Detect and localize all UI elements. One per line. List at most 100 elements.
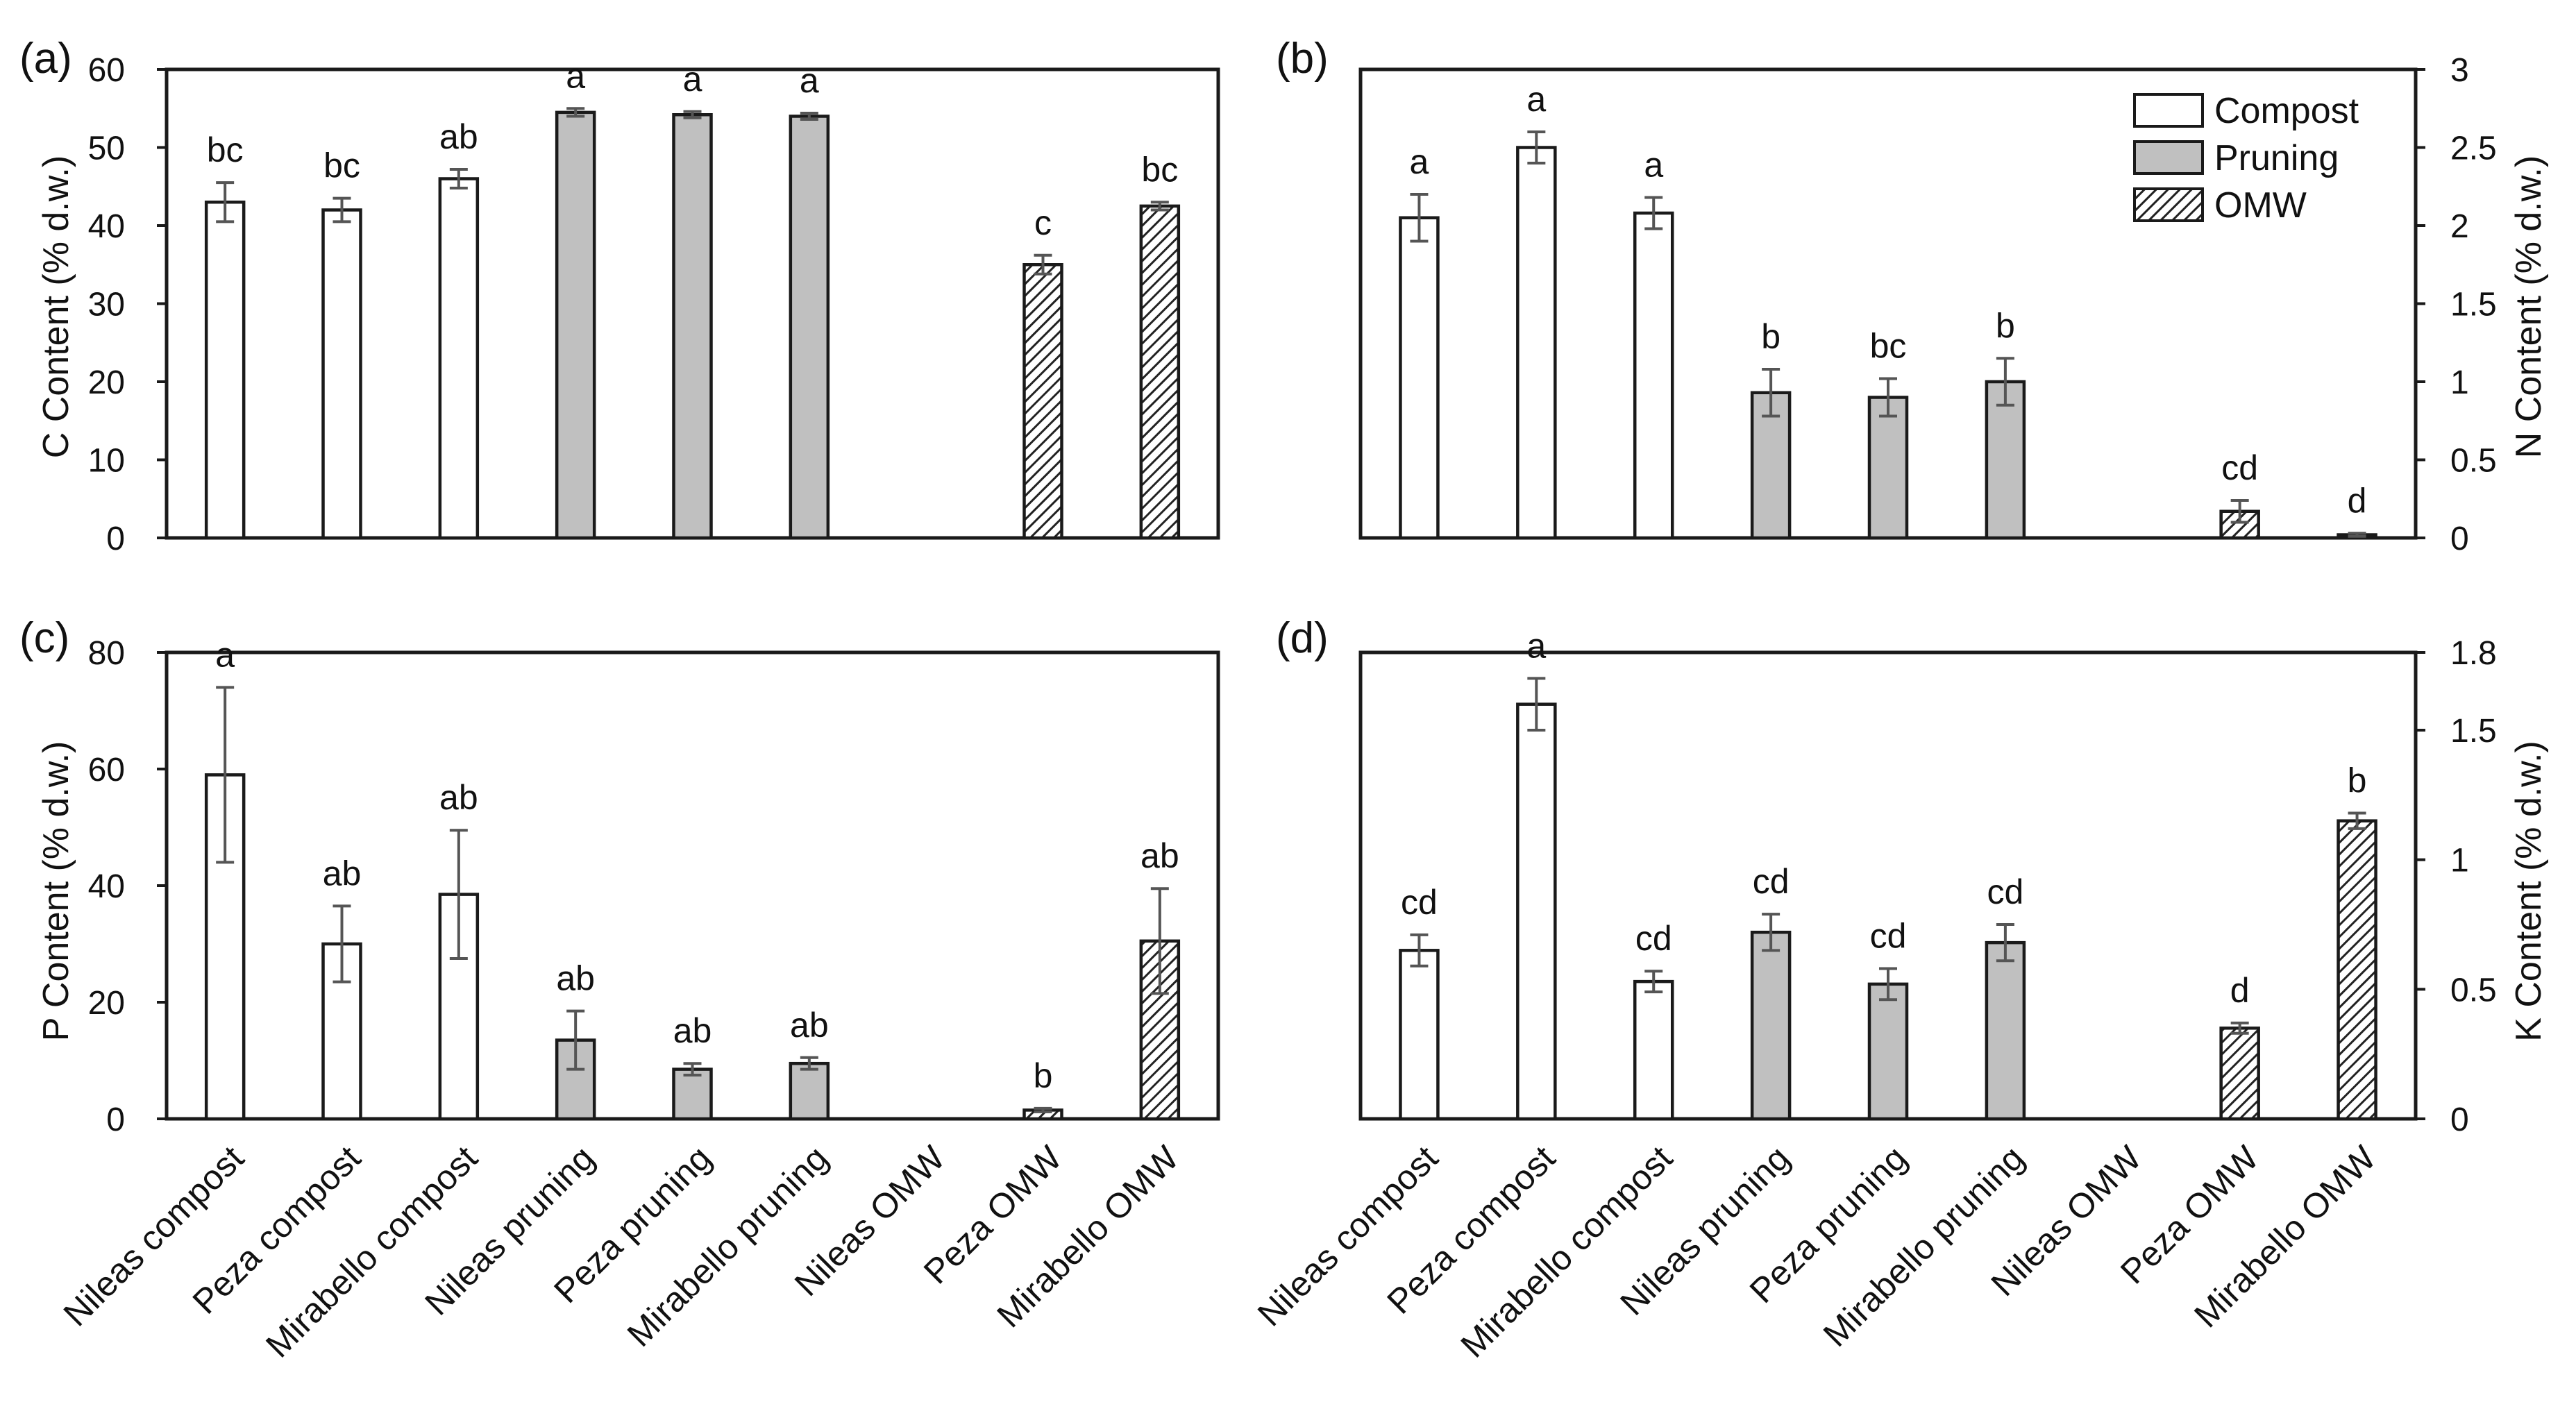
panel-d-ytick-label: 0 (2450, 1101, 2469, 1138)
panel-a-error-bar-nileas-pruning (566, 107, 585, 118)
panel-d-xtick-label-mirabello-pruning: Mirabello pruning (1816, 1138, 2032, 1354)
panel-a-bar-peza-omw (1022, 263, 1063, 540)
panel-a-error-bar-mirabello-omw (1150, 201, 1169, 212)
panel-b-significance-letter-mirabello-compost: a (1644, 146, 1663, 185)
panel-d-significance-letter-mirabello-pruning: cd (1987, 872, 2023, 911)
legend-swatch-compost (2133, 93, 2204, 128)
panel-a-bar-mirabello-omw (1139, 204, 1181, 540)
panel-d-error-bar-peza-compost (1527, 677, 1546, 732)
panel-a-significance-letter-mirabello-compost: ab (439, 117, 478, 156)
panel-d-significance-letter-mirabello-omw: b (2348, 761, 2367, 800)
panel-a-y-axis-title: C Content (% d.w.) (36, 155, 76, 458)
panel-c-bar-peza-compost (321, 942, 362, 1121)
legend-label-pruning: Pruning (2214, 138, 2339, 178)
panel-c-error-bar-nileas-pruning (566, 1009, 585, 1071)
panel-d-bar-mirabello-omw (2337, 819, 2377, 1121)
panel-c-ytick-label: 0 (106, 1101, 125, 1138)
panel-d-xtick-label-mirabello-compost: Mirabello compost (1454, 1138, 1681, 1365)
panel-d-bar-nileas-compost (1399, 949, 1440, 1121)
panel-d-significance-letter-peza-omw: d (2230, 971, 2250, 1010)
panel-a-significance-letter-mirabello-omw: bc (1141, 150, 1178, 189)
panel-a-significance-letter-mirabello-pruning: a (800, 61, 819, 100)
panel-d-error-bar-peza-omw (2230, 1021, 2249, 1035)
panel-b-chart: (b) N Content (% d.w.) 0 0.5 1 1.5 2 2.5 3 a a a b… (1276, 35, 2549, 557)
panel-c-error-bar-peza-compost (332, 904, 351, 983)
panel-d-chart: (d) K Content (% d.w.) 00.511.51.8cdNile… (1250, 614, 2549, 1365)
panel-a-chart: (a) C Content (% d.w.) 0 10 20 30 40 50 60 bc bc… (19, 35, 1220, 557)
panel-c-error-bar-nileas-compost (216, 686, 235, 864)
panel-c-significance-letter-mirabello-compost: ab (439, 778, 478, 817)
legend: Compost Pruning OMW (2133, 91, 2359, 226)
panel-a-bar-nileas-pruning (555, 110, 596, 540)
panel-d-ytick-label: 1.8 (2450, 635, 2497, 672)
panel-a-significance-letter-peza-pruning: a (683, 60, 702, 99)
panel-d-bar-peza-compost (1516, 702, 1557, 1121)
panel-c-significance-letter-nileas-compost: a (215, 635, 235, 674)
panel-b-ytick-label: 3 (2450, 52, 2469, 89)
panel-a-ytick-label: 40 (88, 208, 125, 245)
panel-b-significance-letter-nileas-compost: a (1410, 142, 1429, 181)
panel-b-error-bar-mirabello-compost (1644, 196, 1663, 230)
panel-c-ytick-label: 60 (88, 752, 125, 788)
panel-c-y-axis-title: P Content (% d.w.) (36, 741, 76, 1042)
panel-a-ytick-label: 60 (88, 52, 125, 89)
panel-c-error-bar-mirabello-omw (1150, 887, 1169, 995)
panel-d-error-bar-mirabello-compost (1644, 970, 1663, 994)
panel-b-error-bar-peza-compost (1527, 130, 1546, 164)
panel-c-significance-letter-peza-pruning: ab (673, 1011, 712, 1050)
panel-a-ytick-label: 0 (106, 521, 125, 557)
panel-c-significance-letter-mirabello-pruning: ab (790, 1006, 829, 1045)
panel-b-ytick-label: 1.5 (2450, 287, 2497, 323)
panel-c-bar-peza-pruning (672, 1067, 713, 1121)
legend-label-compost: Compost (2214, 91, 2359, 131)
panel-a-significance-letter-peza-omw: c (1034, 203, 1052, 242)
panel-c-bar-mirabello-pruning (789, 1061, 830, 1121)
panel-d-bar-mirabello-pruning (1985, 940, 2026, 1121)
panel-a-label: (a) (19, 35, 72, 83)
panel-b-significance-letter-peza-pruning: bc (1870, 327, 1907, 366)
panel-b-ytick-label: 2 (2450, 208, 2469, 245)
panel-b-bar-peza-compost (1516, 146, 1557, 540)
panel-d-significance-letter-nileas-compost: cd (1401, 883, 1438, 922)
panel-c-error-bar-peza-pruning (683, 1062, 702, 1076)
panel-c-ytick-label: 20 (88, 985, 125, 1022)
panel-c-significance-letter-nileas-pruning: ab (556, 959, 595, 998)
panel-c-error-bar-peza-omw (1034, 1106, 1052, 1113)
panel-b-ytick-label: 2.5 (2450, 130, 2497, 167)
panel-b-bar-nileas-compost (1399, 216, 1440, 540)
panel-b-error-bar-nileas-compost (1410, 193, 1429, 243)
panel-c-xtick-label-mirabello-compost: Mirabello compost (258, 1138, 485, 1365)
panel-b-error-bar-mirabello-pruning (1996, 357, 2014, 407)
panel-b-y-axis-title: N Content (% d.w.) (2509, 155, 2549, 458)
panel-d-bar-peza-pruning (1867, 982, 1909, 1121)
panel-d-significance-letter-peza-pruning: cd (1870, 916, 1907, 955)
panel-b-error-bar-peza-pruning (1879, 377, 1897, 418)
panel-a-error-bar-peza-compost (332, 196, 351, 223)
panel-d-error-bar-mirabello-pruning (1996, 923, 2014, 963)
panel-b-ytick-label: 1 (2450, 364, 2469, 401)
panel-b-ytick-label: 0.5 (2450, 443, 2497, 480)
panel-a-ytick-label: 20 (88, 364, 125, 401)
panel-c-error-bar-mirabello-compost (449, 829, 468, 960)
panel-a-error-bar-peza-pruning (683, 110, 702, 119)
panel-d-significance-letter-mirabello-compost: cd (1635, 919, 1672, 958)
panel-a-ytick-label: 10 (88, 443, 125, 480)
panel-b-significance-letter-mirabello-omw: d (2348, 481, 2367, 520)
panel-a-bar-peza-compost (321, 208, 362, 540)
panel-a-error-bar-mirabello-compost (449, 168, 468, 189)
panel-b-error-bar-peza-omw (2230, 499, 2249, 524)
panel-d-error-bar-nileas-compost (1410, 933, 1429, 968)
panel-c-ytick-label: 40 (88, 868, 125, 905)
panel-b-significance-letter-mirabello-pruning: b (1996, 306, 2015, 345)
legend-label-omw: OMW (2214, 185, 2307, 226)
panel-d-ytick-label: 1 (2450, 843, 2469, 879)
panel-a-bar-mirabello-compost (438, 177, 480, 540)
panel-b-significance-letter-peza-omw: cd (2221, 448, 2258, 487)
panel-a-bar-nileas-compost (204, 201, 246, 540)
panel-c-ytick-label: 80 (88, 635, 125, 672)
legend-swatch-omw (2133, 187, 2204, 222)
panel-c-error-bar-mirabello-pruning (800, 1056, 818, 1071)
panel-b-error-bar-mirabello-omw (2348, 532, 2366, 538)
panel-c-label: (c) (19, 614, 69, 662)
panel-d-error-bar-mirabello-omw (2348, 811, 2366, 830)
